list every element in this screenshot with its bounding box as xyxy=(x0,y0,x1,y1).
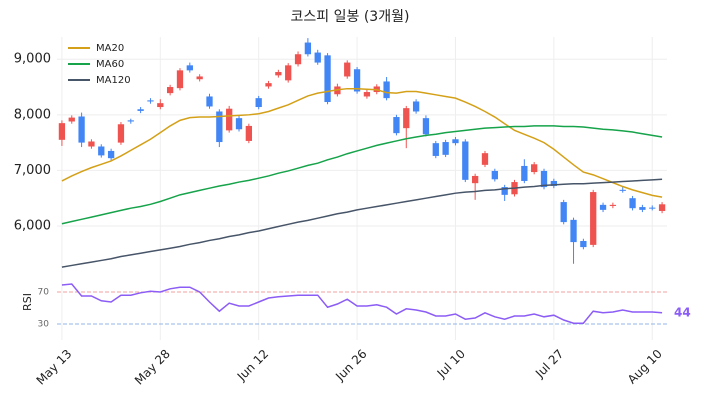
x-tick-label: May 13 xyxy=(34,347,75,388)
candle-body xyxy=(255,98,262,108)
candle-body xyxy=(157,103,164,108)
candle-body xyxy=(353,69,361,92)
y-tick-label: 9,000 xyxy=(14,52,51,67)
candle-body xyxy=(609,204,617,206)
x-tick-label: May 28 xyxy=(132,347,173,388)
candle-body xyxy=(619,189,626,191)
y-tick-label: 8,000 xyxy=(14,107,51,122)
candle-body xyxy=(403,108,410,129)
candle-body xyxy=(206,96,213,107)
x-tick-label: Aug 10 xyxy=(625,347,665,387)
y-tick-label: 30 xyxy=(38,320,50,330)
candle-body xyxy=(590,192,597,245)
x-tick-label: Jun 26 xyxy=(332,347,369,384)
x-tick-label: Jun 12 xyxy=(234,347,271,384)
candle-body xyxy=(78,116,85,143)
candle-body xyxy=(294,54,302,65)
y-tick-label: 7,000 xyxy=(14,163,51,178)
candle-body xyxy=(324,55,331,103)
candle-body xyxy=(235,118,243,130)
candle-body xyxy=(570,219,577,243)
candle-body xyxy=(531,164,538,173)
candle-body xyxy=(540,170,548,188)
candle-body xyxy=(639,207,646,210)
candle-body xyxy=(599,204,607,210)
rsi-axis-label: RSI xyxy=(21,293,34,311)
ma-line xyxy=(61,178,663,268)
candle-body xyxy=(226,108,233,131)
candle-body xyxy=(393,117,400,134)
x-tick-label: Jul 10 xyxy=(434,347,468,381)
legend-label: MA20 xyxy=(96,43,124,54)
candle-body xyxy=(422,118,430,135)
candle-body xyxy=(216,111,223,143)
candle-body xyxy=(412,101,420,112)
x-tick-label: Jul 27 xyxy=(532,347,566,381)
candle-body xyxy=(285,65,292,81)
candle-body xyxy=(580,240,587,248)
candle-body xyxy=(363,92,371,97)
candle-body xyxy=(432,143,439,156)
ma-line xyxy=(61,87,663,198)
candle-body xyxy=(521,165,528,181)
candle-body xyxy=(658,204,666,211)
candle-body xyxy=(452,139,459,144)
candle-body xyxy=(137,109,144,111)
candle-body xyxy=(68,117,75,122)
legend-label: MA120 xyxy=(96,75,131,86)
candle-body xyxy=(265,83,272,87)
candle-body xyxy=(186,65,193,71)
candle-body xyxy=(383,81,390,99)
candle-body xyxy=(550,180,558,186)
candle-body xyxy=(462,141,469,180)
candle-body xyxy=(491,170,498,180)
candle-body xyxy=(245,125,253,141)
candle-body xyxy=(58,123,66,140)
candle-body xyxy=(196,76,203,80)
chart-title: 코스피 일봉 (3개월) xyxy=(291,9,410,25)
candle-body xyxy=(275,72,282,76)
candle-body xyxy=(166,87,174,94)
rsi-value-label: 44 xyxy=(674,305,691,319)
candle-body xyxy=(649,207,656,209)
candle-body xyxy=(107,150,115,159)
candle-body xyxy=(304,42,312,55)
candle-body xyxy=(629,198,636,209)
candle-body xyxy=(88,141,95,147)
ma-line xyxy=(61,125,663,225)
candle-body xyxy=(314,52,321,63)
candle-body xyxy=(344,62,351,77)
candle-body xyxy=(560,202,567,223)
candle-body xyxy=(501,187,508,195)
candle-body xyxy=(98,146,105,156)
legend-label: MA60 xyxy=(96,59,124,70)
y-tick-label: 6,000 xyxy=(14,218,51,233)
candle-body xyxy=(127,120,134,122)
rsi-line xyxy=(61,283,663,324)
candle-body xyxy=(176,70,184,89)
candle-body xyxy=(117,124,125,143)
candle-body xyxy=(442,142,449,155)
candle-body xyxy=(481,153,489,165)
candle-body xyxy=(471,175,479,184)
candle-body xyxy=(147,100,154,102)
y-tick-label: 70 xyxy=(38,288,50,298)
